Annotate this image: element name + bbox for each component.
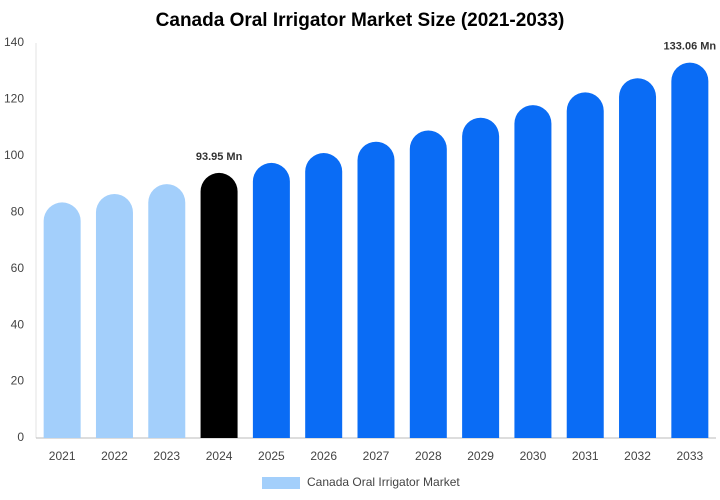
bar: [305, 153, 343, 438]
legend-label: Canada Oral Irrigator Market: [307, 475, 460, 489]
x-tick-label: 2022: [101, 449, 128, 463]
y-tick-label: 80: [11, 204, 25, 218]
value-label: 93.95 Mn: [196, 151, 243, 163]
x-tick-label: 2024: [206, 449, 233, 463]
bar: [409, 130, 447, 438]
bar: [95, 193, 133, 438]
y-tick-label: 40: [11, 317, 25, 331]
x-tick-label: 2027: [363, 449, 390, 463]
bar: [357, 141, 395, 439]
x-tick-label: 2023: [153, 449, 180, 463]
x-tick-label: 2031: [572, 449, 599, 463]
x-tick-label: 2029: [467, 449, 494, 463]
x-tick-label: 2028: [415, 449, 442, 463]
bar: [514, 105, 552, 438]
bar: [43, 202, 81, 438]
y-tick-label: 0: [17, 430, 24, 444]
bar: [252, 162, 290, 438]
bar: [671, 62, 709, 438]
y-tick-label: 100: [4, 148, 24, 162]
chart-title: Canada Oral Irrigator Market Size (2021-…: [156, 10, 565, 31]
legend-swatch: [262, 477, 300, 489]
y-tick-label: 60: [11, 261, 25, 275]
x-tick-label: 2033: [676, 449, 703, 463]
y-tick-label: 120: [4, 92, 24, 106]
x-tick-label: 2021: [49, 449, 76, 463]
x-tick-label: 2030: [520, 449, 547, 463]
bar: [462, 117, 500, 438]
bar: [619, 78, 657, 439]
x-tick-label: 2025: [258, 449, 285, 463]
x-tick-label: 2026: [310, 449, 337, 463]
value-label: 133.06 Mn: [664, 40, 717, 52]
bar: [200, 172, 238, 438]
y-tick-label: 20: [11, 374, 25, 388]
bar: [566, 92, 604, 438]
x-tick-label: 2032: [624, 449, 651, 463]
bar: [148, 184, 186, 438]
y-tick-label: 140: [4, 35, 24, 49]
